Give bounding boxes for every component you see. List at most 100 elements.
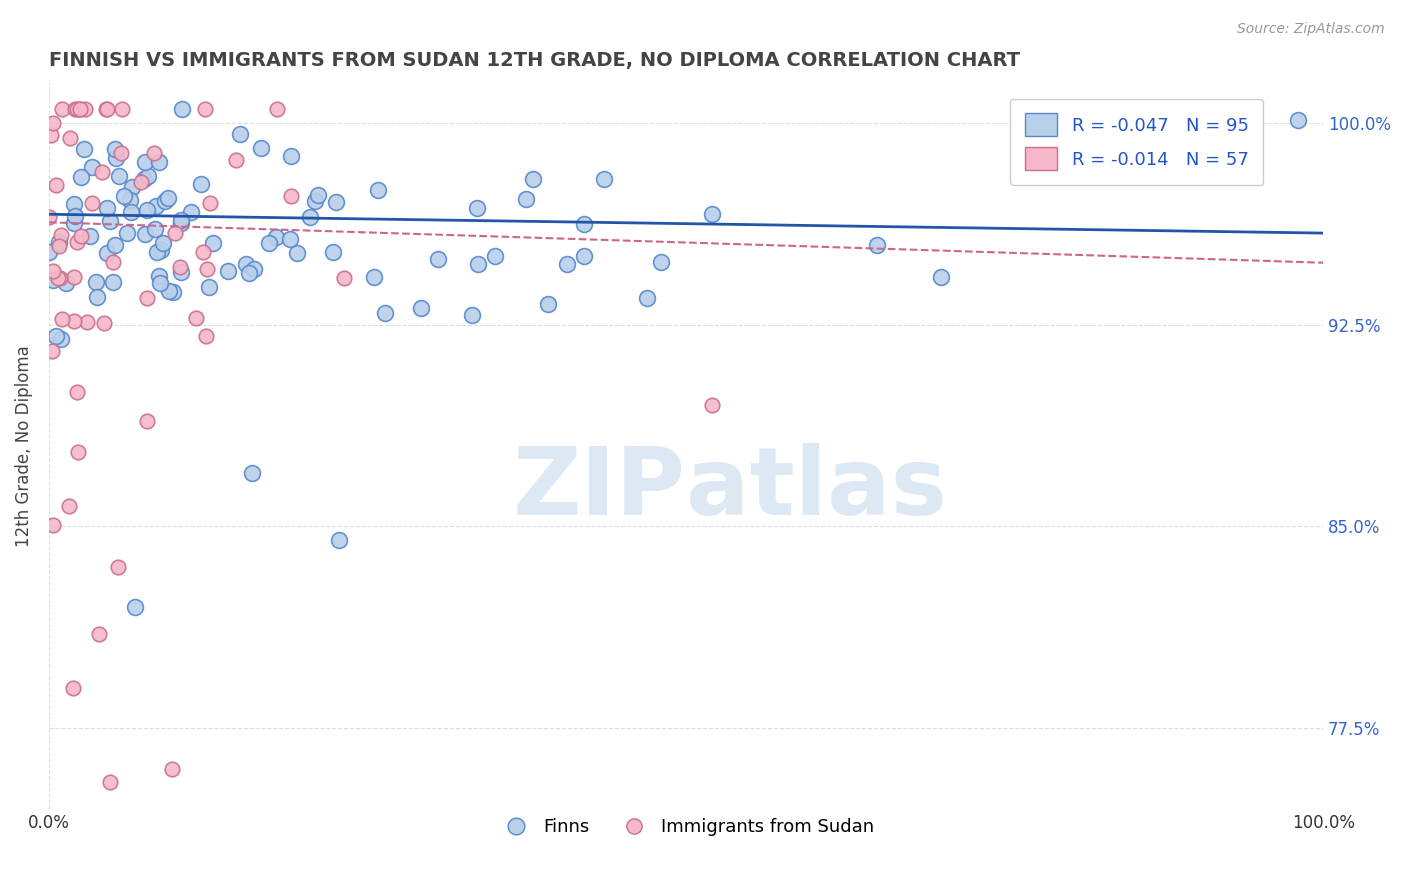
Point bbox=[62, 681, 84, 695]
Point bbox=[264, 230, 287, 244]
Text: atlas: atlas bbox=[686, 443, 948, 535]
Point bbox=[115, 226, 138, 240]
Point bbox=[101, 275, 124, 289]
Point bbox=[217, 264, 239, 278]
Point bbox=[51, 227, 73, 242]
Point bbox=[38, 211, 60, 225]
Point bbox=[98, 213, 121, 227]
Point bbox=[131, 175, 153, 189]
Point bbox=[66, 102, 89, 116]
Point bbox=[484, 249, 506, 263]
Point bbox=[66, 385, 89, 400]
Point bbox=[374, 306, 396, 320]
Point bbox=[98, 775, 121, 789]
Point bbox=[198, 196, 221, 211]
Point bbox=[124, 600, 146, 615]
Point bbox=[110, 146, 132, 161]
Text: FINNISH VS IMMIGRANTS FROM SUDAN 12TH GRADE, NO DIPLOMA CORRELATION CHART: FINNISH VS IMMIGRANTS FROM SUDAN 12TH GR… bbox=[49, 51, 1019, 70]
Point bbox=[194, 102, 217, 116]
Point bbox=[96, 102, 118, 116]
Point bbox=[63, 102, 86, 116]
Point bbox=[195, 261, 218, 276]
Point bbox=[333, 271, 356, 285]
Point bbox=[201, 235, 224, 250]
Point bbox=[240, 466, 263, 480]
Point bbox=[93, 317, 115, 331]
Point bbox=[63, 216, 86, 230]
Point bbox=[537, 297, 560, 311]
Point bbox=[80, 161, 103, 175]
Point bbox=[51, 102, 73, 116]
Point bbox=[55, 277, 77, 291]
Point bbox=[235, 257, 257, 271]
Point bbox=[160, 762, 183, 776]
Point bbox=[180, 205, 202, 219]
Point bbox=[467, 257, 489, 271]
Point bbox=[121, 205, 143, 219]
Point bbox=[593, 172, 616, 186]
Point bbox=[460, 308, 482, 322]
Point bbox=[299, 211, 322, 225]
Point bbox=[157, 284, 180, 298]
Point bbox=[90, 164, 112, 178]
Point bbox=[59, 131, 82, 145]
Point bbox=[700, 398, 723, 412]
Point bbox=[120, 194, 142, 208]
Point bbox=[145, 199, 167, 213]
Point bbox=[150, 244, 173, 258]
Point bbox=[143, 222, 166, 236]
Point bbox=[41, 344, 63, 359]
Point bbox=[45, 329, 67, 343]
Point bbox=[149, 277, 172, 291]
Point bbox=[84, 275, 107, 289]
Point bbox=[238, 266, 260, 280]
Point bbox=[169, 260, 191, 274]
Point bbox=[325, 194, 347, 209]
Point bbox=[191, 244, 214, 259]
Point bbox=[101, 255, 124, 269]
Point bbox=[69, 102, 91, 116]
Point bbox=[45, 178, 67, 193]
Point bbox=[80, 196, 103, 211]
Point bbox=[121, 180, 143, 194]
Point bbox=[190, 177, 212, 191]
Point bbox=[636, 291, 658, 305]
Point bbox=[96, 202, 118, 216]
Point bbox=[866, 238, 889, 252]
Point bbox=[66, 445, 89, 459]
Point bbox=[73, 142, 96, 156]
Point bbox=[367, 182, 389, 196]
Point bbox=[70, 229, 93, 244]
Point bbox=[465, 201, 488, 215]
Point bbox=[225, 153, 247, 168]
Text: Source: ZipAtlas.com: Source: ZipAtlas.com bbox=[1237, 22, 1385, 37]
Point bbox=[572, 249, 595, 263]
Point bbox=[104, 238, 127, 252]
Point bbox=[156, 191, 179, 205]
Point bbox=[134, 227, 156, 241]
Point bbox=[522, 171, 544, 186]
Point bbox=[86, 289, 108, 303]
Point bbox=[148, 269, 170, 284]
Point bbox=[75, 102, 97, 116]
Point bbox=[112, 189, 135, 203]
Point bbox=[328, 533, 350, 547]
Point bbox=[170, 264, 193, 278]
Point bbox=[49, 332, 72, 346]
Point bbox=[69, 102, 91, 116]
Point bbox=[152, 235, 174, 250]
Point bbox=[42, 264, 65, 278]
Point bbox=[195, 329, 218, 343]
Point bbox=[165, 227, 187, 241]
Point bbox=[1286, 113, 1309, 128]
Point bbox=[70, 169, 93, 184]
Point bbox=[108, 169, 131, 184]
Point bbox=[66, 235, 89, 249]
Point bbox=[148, 155, 170, 169]
Point bbox=[363, 269, 385, 284]
Point bbox=[322, 245, 344, 260]
Text: ZIP: ZIP bbox=[513, 443, 686, 535]
Point bbox=[184, 310, 207, 325]
Point bbox=[58, 499, 80, 513]
Point bbox=[89, 627, 111, 641]
